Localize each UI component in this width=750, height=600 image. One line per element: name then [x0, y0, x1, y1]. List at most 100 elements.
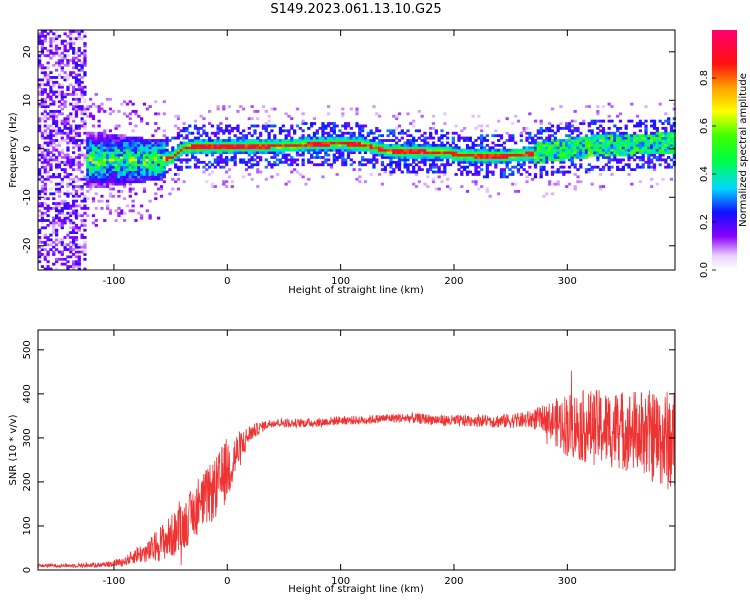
spectrogram-cell	[590, 151, 594, 155]
spectrogram-cell	[123, 170, 127, 174]
spectrogram-cell	[94, 173, 98, 176]
spectrogram-cell	[94, 141, 98, 145]
spectrogram-cell	[324, 141, 328, 145]
spectrogram-cell	[52, 253, 56, 256]
spectrogram-cell	[199, 146, 203, 150]
spectrogram-cell	[652, 148, 657, 152]
spectrogram-cell	[604, 141, 608, 145]
spectrogram-cell	[406, 148, 410, 152]
spectrogram-cell	[579, 153, 583, 157]
spectrogram-cell	[108, 165, 113, 169]
spectrogram-cell	[412, 141, 416, 145]
spectrogram-cell	[392, 148, 396, 152]
spectrogram-cell	[205, 134, 209, 138]
spectrogram-cell	[72, 204, 76, 208]
spectrogram-cell	[63, 63, 67, 67]
spectrogram-cell	[363, 146, 368, 150]
spectrogram-cell	[378, 173, 382, 176]
spectrogram-cell	[83, 131, 87, 135]
spectrogram-cell	[114, 175, 118, 179]
spectrogram-cell	[463, 153, 467, 157]
spectrogram-cell	[267, 146, 271, 150]
spectrogram-cell	[482, 175, 487, 179]
spectrogram-cell	[550, 107, 555, 111]
spectrogram-cell	[69, 248, 73, 251]
spectrogram-cell	[162, 129, 166, 133]
spectrogram-cell	[196, 141, 200, 145]
spectrogram-cell	[397, 139, 402, 142]
spectrogram-cell	[193, 163, 198, 167]
spectrogram-cell	[550, 139, 555, 142]
spectrogram-cell	[125, 160, 130, 164]
spectrogram-cell	[89, 151, 93, 155]
spectrogram-cell	[210, 141, 215, 145]
spectrogram-cell	[89, 139, 93, 142]
spectrogram-cell	[312, 134, 317, 138]
spectrogram-cell	[205, 148, 209, 152]
spectrogram-cell	[74, 160, 79, 164]
spectrogram-cell	[52, 85, 56, 89]
spectrogram-cell	[548, 156, 552, 159]
spectrogram-cell	[97, 141, 101, 145]
spectrogram-cell	[77, 250, 81, 254]
spectrogram-cell	[74, 126, 79, 130]
spectrogram-cell	[392, 134, 396, 138]
spectrogram-cell	[414, 163, 419, 167]
spectrogram-cell	[593, 134, 597, 138]
spectrogram-cell	[72, 211, 76, 215]
spectrogram-cell	[363, 136, 368, 140]
spectrogram-cell	[346, 122, 351, 125]
spectrogram-cell	[298, 141, 302, 145]
spectrogram-cell	[672, 153, 676, 157]
spectrogram-cell	[349, 151, 353, 155]
spectrogram-cell	[358, 139, 362, 142]
spectrogram-cell	[264, 151, 268, 155]
spectrogram-cell	[627, 165, 631, 169]
spectrogram-cell	[638, 151, 642, 155]
spectrogram-cell	[117, 156, 121, 159]
spectrogram-cell	[83, 153, 87, 157]
spectrogram-cell	[511, 158, 515, 162]
spectrogram-cell	[213, 151, 217, 155]
spectrogram-cell	[582, 143, 586, 147]
spectrogram-cell	[616, 126, 620, 130]
spectrogram-cell	[295, 139, 300, 142]
spectrogram-cell	[358, 131, 362, 135]
spectrogram-cell	[539, 173, 543, 176]
spectrogram-cell	[641, 165, 645, 169]
spectrogram-cell	[69, 37, 73, 41]
spectrogram-cell	[327, 105, 331, 108]
spectrogram-cell	[392, 151, 396, 155]
spectrogram-cell	[667, 139, 671, 142]
spectrogram-cell	[570, 153, 574, 157]
spectrogram-cell	[610, 143, 614, 147]
spectrogram-cell	[437, 168, 441, 171]
spectrogram-cell	[74, 134, 79, 138]
spectrogram-cell	[57, 143, 62, 147]
spectrogram-cell	[94, 182, 98, 186]
spectrogram-cell	[199, 134, 203, 138]
spectrogram-cell	[298, 173, 302, 176]
spectrogram-cell	[264, 148, 268, 152]
spectrogram-cell	[664, 112, 668, 116]
spectrogram-cell	[409, 141, 413, 145]
spectrogram-cell	[576, 139, 580, 142]
spectrogram-cell	[97, 124, 101, 128]
spectrogram-cell	[573, 153, 577, 157]
spectrogram-cell	[80, 117, 84, 121]
spectrogram-cell	[392, 170, 396, 174]
spectrogram-cell	[66, 236, 70, 239]
spectrogram-cell	[497, 143, 501, 147]
spectrogram-cell	[635, 134, 640, 138]
spectrogram-cell	[72, 187, 76, 191]
spectrogram-cell	[417, 110, 421, 113]
spectrogram-cell	[89, 136, 93, 140]
spectrogram-x-tick-label: 200	[444, 276, 463, 287]
spectrogram-cell	[157, 175, 161, 179]
spectrogram-cell	[468, 170, 472, 174]
spectrogram-cell	[471, 153, 475, 157]
spectrogram-cell	[658, 131, 662, 135]
spectrogram-cell	[335, 156, 339, 159]
spectrogram-cell	[38, 250, 42, 254]
spectrogram-cell	[145, 158, 149, 162]
